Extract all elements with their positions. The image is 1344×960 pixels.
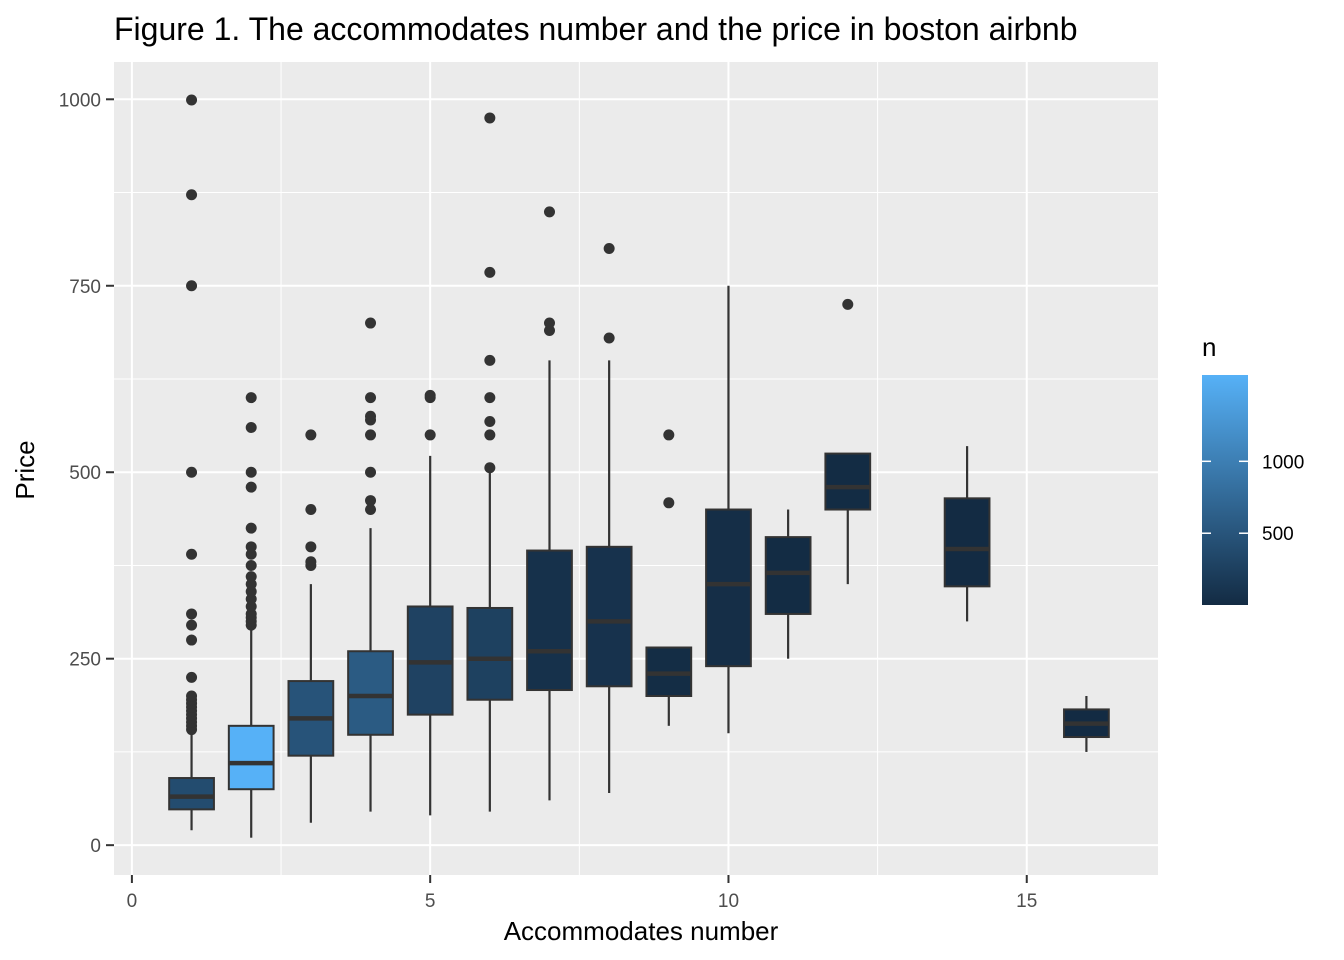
legend-tick-label: 500 (1262, 524, 1294, 545)
outlier-point (484, 112, 496, 124)
box-group-9 (645, 429, 693, 726)
box (764, 536, 812, 615)
outlier-point (603, 242, 615, 254)
outlier-point (484, 462, 496, 474)
outlier-point (245, 466, 257, 478)
outlier-point (365, 410, 377, 422)
outlier-point (365, 429, 377, 441)
box (168, 777, 215, 811)
chart-title: Figure 1. The accommodates number and th… (114, 11, 1078, 47)
outlier-point (305, 556, 317, 568)
outlier-point (365, 495, 377, 507)
outlier-point (186, 280, 198, 292)
outlier-point (305, 429, 317, 441)
outlier-point (186, 634, 198, 646)
outlier-point (245, 571, 257, 583)
x-tick-label: 15 (1016, 891, 1037, 912)
outlier-point (245, 522, 257, 534)
outlier-point (365, 317, 377, 329)
x-axis-title: Accommodates number (504, 916, 779, 946)
plot-panel (114, 62, 1158, 875)
outlier-point (186, 94, 198, 106)
box-group-12 (824, 298, 872, 585)
outlier-point (484, 429, 496, 441)
outlier-point (424, 389, 436, 401)
box (943, 497, 991, 588)
box (347, 650, 394, 736)
box-group-11 (764, 509, 812, 659)
outlier-point (186, 608, 198, 620)
box (227, 724, 275, 791)
outlier-point (186, 189, 198, 201)
box-group-1 (168, 94, 215, 831)
y-axis-title: Price (10, 440, 40, 499)
box-group-5 (406, 389, 454, 816)
y-tick-label: 750 (69, 277, 101, 298)
x-tick-label: 5 (425, 891, 436, 912)
outlier-point (365, 466, 377, 478)
outlier-point (424, 429, 436, 441)
box-group-8 (585, 242, 633, 793)
outlier-point (245, 481, 257, 493)
y-tick-label: 1000 (59, 90, 101, 111)
outlier-point (245, 392, 257, 404)
outlier-point (245, 559, 257, 571)
box-group-4 (347, 317, 394, 812)
legend-tick-label: 1000 (1262, 452, 1304, 473)
outlier-point (186, 548, 198, 560)
legend: n 500 1000 (1202, 332, 1304, 605)
y-axis: 0 250 500 750 1000 (59, 90, 114, 857)
x-tick-label: 10 (718, 891, 739, 912)
outlier-point (365, 504, 377, 516)
outlier-point (186, 619, 198, 631)
outlier-point (603, 332, 615, 344)
outlier-point (245, 541, 257, 553)
outlier-point (186, 466, 198, 478)
box-group-3 (287, 429, 335, 823)
outlier-point (305, 504, 317, 516)
outlier-point (663, 429, 675, 441)
outlier-point (484, 266, 496, 278)
outlier-point (365, 392, 377, 404)
box (526, 549, 573, 692)
outlier-point (543, 206, 555, 218)
box-group-14 (943, 446, 991, 622)
outlier-point (484, 416, 496, 428)
outlier-point (842, 298, 854, 310)
outlier-point (484, 392, 496, 404)
box (824, 452, 872, 511)
box-group-10 (705, 285, 752, 734)
outlier-point (663, 497, 675, 509)
box-group-16 (1063, 695, 1110, 752)
box (585, 545, 633, 688)
legend-title: n (1202, 332, 1216, 362)
box-group-6 (466, 112, 514, 812)
box-group-2 (227, 392, 275, 838)
x-axis: 0 5 10 15 (127, 875, 1037, 912)
y-tick-label: 0 (90, 836, 101, 857)
outlier-point (245, 421, 257, 433)
x-tick-label: 0 (127, 891, 138, 912)
outlier-point (484, 354, 496, 366)
y-tick-label: 500 (69, 463, 101, 484)
legend-colorbar (1202, 375, 1248, 605)
box (705, 508, 752, 668)
y-tick-label: 250 (69, 650, 101, 671)
box (466, 606, 514, 701)
outlier-point (186, 671, 198, 683)
box-group-7 (526, 206, 573, 801)
outlier-point (543, 317, 555, 329)
outlier-point (305, 541, 317, 553)
outlier-point (186, 690, 198, 702)
